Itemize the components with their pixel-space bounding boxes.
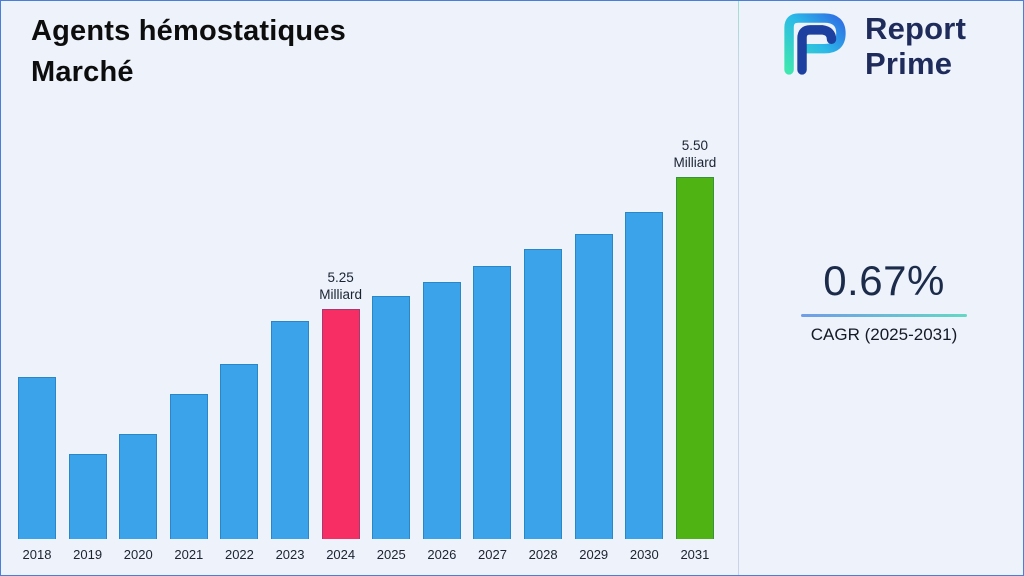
cagr-value: 0.67% bbox=[823, 257, 945, 304]
bar-column-2028: 2028 bbox=[523, 117, 563, 563]
bar-2031-highlighted bbox=[675, 177, 714, 539]
report-prime-logo: Report Prime bbox=[777, 11, 966, 82]
x-axis-label-2019: 2019 bbox=[73, 547, 103, 562]
x-axis-label-2027: 2027 bbox=[478, 547, 507, 562]
bar-2023 bbox=[271, 321, 310, 539]
bar-column-2024: 5.25 Milliard 2024 bbox=[319, 117, 363, 563]
x-axis-label-2023: 2023 bbox=[275, 547, 305, 562]
x-axis-label-2022: 2022 bbox=[224, 547, 254, 562]
bar-column-2031: 5.50 Milliard 2031 bbox=[673, 117, 717, 563]
bar-2019 bbox=[68, 454, 107, 539]
bar-column-2022: 2022 bbox=[219, 117, 259, 563]
bar-2028 bbox=[524, 249, 563, 539]
logo-word-report: Report bbox=[865, 10, 967, 46]
cagr-underline bbox=[801, 314, 967, 317]
data-label-2024: 5.25 Milliard bbox=[319, 269, 363, 303]
x-axis-label-2024: 2024 bbox=[326, 547, 356, 562]
page-title-line1: Agents hémostatiques bbox=[31, 15, 346, 47]
bar-column-2027: 2027 bbox=[472, 117, 512, 563]
bar-column-2020: 2020 bbox=[118, 117, 158, 563]
bar-column-2029: 2029 bbox=[574, 117, 614, 563]
bar-chart: 2018 2019 2020 2021 2022 2023 5.25 Milliard 2024… bbox=[17, 117, 717, 563]
bar-column-2023: 2023 bbox=[270, 117, 310, 563]
bar-2018 bbox=[18, 377, 56, 539]
report-prime-logo-text: Report Prime bbox=[865, 10, 967, 81]
vertical-divider bbox=[738, 1, 739, 575]
x-axis-label-2021: 2021 bbox=[174, 547, 204, 562]
bar-2030 bbox=[625, 212, 664, 539]
bar-2027 bbox=[473, 266, 512, 539]
bar-column-2026: 2026 bbox=[422, 117, 462, 563]
page-title-line2: Marché bbox=[31, 56, 134, 89]
bar-2020 bbox=[119, 434, 158, 539]
page-title: Agents hémostatiques Marché bbox=[31, 11, 346, 93]
data-label-2031: 5.50 Milliard bbox=[673, 137, 717, 171]
bar-2025 bbox=[372, 296, 411, 539]
bar-2026 bbox=[422, 282, 461, 539]
x-axis-label-2030: 2030 bbox=[629, 547, 659, 562]
x-axis-label-2020: 2020 bbox=[123, 547, 153, 562]
x-axis-label-2031: 2031 bbox=[680, 547, 710, 562]
bar-column-2030: 2030 bbox=[624, 117, 664, 563]
x-axis-label-2026: 2026 bbox=[427, 547, 457, 562]
cagr-block: 0.67% CAGR (2025-2031) bbox=[801, 257, 967, 345]
x-axis-label-2018: 2018 bbox=[22, 547, 52, 562]
x-axis-label-2028: 2028 bbox=[528, 547, 558, 562]
bar-2022 bbox=[220, 364, 259, 539]
report-prime-logo-icon bbox=[777, 11, 853, 82]
bar-column-2025: 2025 bbox=[371, 117, 411, 563]
bar-2024-highlighted bbox=[321, 309, 360, 539]
bar-2021 bbox=[169, 394, 208, 539]
x-axis-label-2029: 2029 bbox=[579, 547, 609, 562]
bar-column-2018: 2018 bbox=[17, 117, 57, 563]
bar-column-2021: 2021 bbox=[169, 117, 209, 563]
cagr-label: CAGR (2025-2031) bbox=[810, 325, 958, 344]
bar-column-2019: 2019 bbox=[68, 117, 108, 563]
bar-2029 bbox=[574, 234, 613, 539]
x-axis-label-2025: 2025 bbox=[376, 547, 406, 562]
logo-word-prime: Prime bbox=[865, 45, 953, 81]
